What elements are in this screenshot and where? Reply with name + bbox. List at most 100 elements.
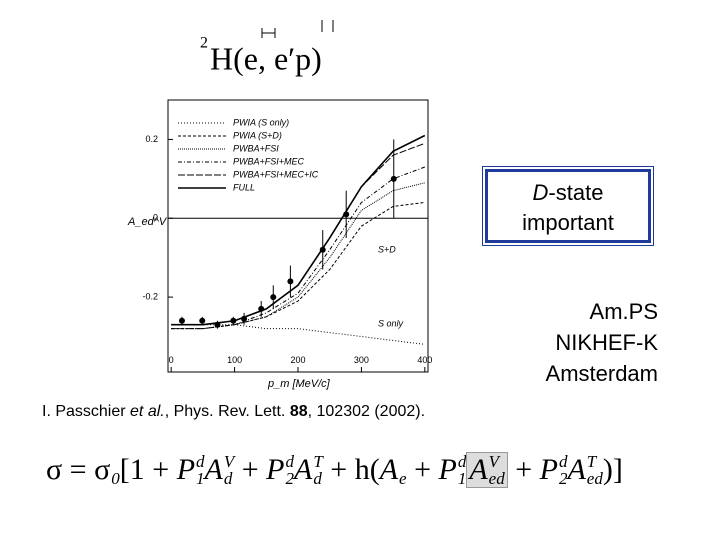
note-box: D-state important [482, 166, 654, 246]
curve [171, 324, 425, 345]
x-tick-label: 300 [354, 355, 369, 365]
annotation: S+D [378, 244, 396, 254]
y-tick-label: 0.2 [145, 134, 158, 144]
data-point [199, 317, 206, 324]
formula-term: + [407, 453, 439, 487]
note-text: -state [548, 180, 604, 205]
formula-base: A [293, 453, 313, 486]
data-point [270, 294, 277, 301]
formula-term: + [234, 453, 266, 487]
formula-term: )] [603, 453, 623, 487]
formula-sub: d [313, 469, 322, 488]
chart: 2 H(e, e′p) A_ed^V p_m [MeV/c] 0 100 200 30… [127, 20, 432, 390]
formula-term: + [508, 453, 540, 487]
note-text: important [522, 210, 614, 235]
lab-line: Amsterdam [545, 361, 658, 386]
x-axis-label: p_m [MeV/c] [267, 378, 331, 390]
formula-base: P [176, 453, 196, 486]
chart-title: H(e, e′p) [210, 40, 322, 76]
data-point [230, 317, 237, 324]
formula-base: P [438, 453, 457, 486]
y-tick-label: -0.2 [142, 291, 158, 301]
plot-frame [167, 99, 429, 373]
formula-base: [ [119, 453, 130, 486]
note-italic: D [532, 180, 549, 205]
formula-scripts: 0 [111, 453, 120, 487]
data-point [319, 246, 326, 253]
x-tick-label: 100 [227, 355, 242, 365]
ref-part: , Phys. Rev. Lett. [164, 403, 290, 420]
formula-base: A [204, 453, 223, 486]
formula-term: σ = σ 0 [46, 453, 120, 487]
data-point [241, 315, 248, 322]
curve [171, 201, 425, 330]
curve [171, 134, 426, 326]
formula-base: σ = σ [46, 453, 111, 486]
formula-base: A [469, 453, 488, 486]
formula-sup: d [196, 452, 205, 471]
formula-scripts: e [399, 453, 407, 487]
data-point [343, 211, 350, 218]
legend-label: PWBA+FSI+MEC [233, 156, 305, 166]
formula-sub: 0 [111, 469, 120, 488]
formula-sub: ed [586, 469, 603, 488]
annotation: S only [378, 318, 404, 328]
formula-base: + h( [322, 453, 380, 486]
data-point [214, 321, 221, 328]
curve [171, 182, 425, 330]
formula-term: A e [380, 453, 407, 487]
legend-label: FULL [233, 182, 255, 192]
formula-sup [399, 453, 407, 470]
formula-sup: d [285, 452, 294, 471]
formula-sup: d [558, 452, 568, 471]
data-point [178, 317, 185, 324]
ref-part: , 102302 (2002). [307, 403, 426, 420]
formula-sup: T [313, 452, 323, 471]
ref-part: 88 [289, 403, 308, 420]
formula-sup: T [586, 452, 597, 471]
data-point [287, 278, 294, 285]
formula-sub: e [399, 469, 407, 488]
x-tick-label: 400 [417, 355, 432, 365]
formula-base: A [379, 453, 399, 486]
curve [171, 166, 426, 330]
ref-part: I. Passchier [42, 403, 131, 420]
y-tick-label: 0 [153, 213, 158, 223]
formula-sub: d [223, 469, 233, 488]
formula-term: [ [120, 453, 130, 487]
formula-sup: V [488, 452, 500, 471]
data-point [390, 175, 397, 182]
title-arrows [261, 20, 334, 38]
lab: Am.PS NIKHEF-K Amsterdam [546, 296, 658, 389]
ref-part: et al. [130, 403, 165, 420]
legend-label: PWBA+FSI [233, 143, 279, 153]
formula-sub: 2 [558, 469, 568, 488]
formula-base: P [539, 453, 558, 486]
formula-base: P [266, 453, 285, 486]
lab-line: Am.PS [589, 299, 658, 324]
formula-sub: ed [488, 469, 505, 488]
y-axis-label: A_ed^V [127, 216, 168, 228]
formula-base: + [406, 453, 439, 486]
formula-base: + [234, 453, 267, 486]
lab-line: NIKHEF-K [555, 330, 658, 355]
reference: I. Passchier et al., Phys. Rev. Lett. 88… [42, 403, 425, 421]
legend-label: PWIA (S+D) [233, 130, 282, 140]
formula-base: + [507, 453, 540, 486]
